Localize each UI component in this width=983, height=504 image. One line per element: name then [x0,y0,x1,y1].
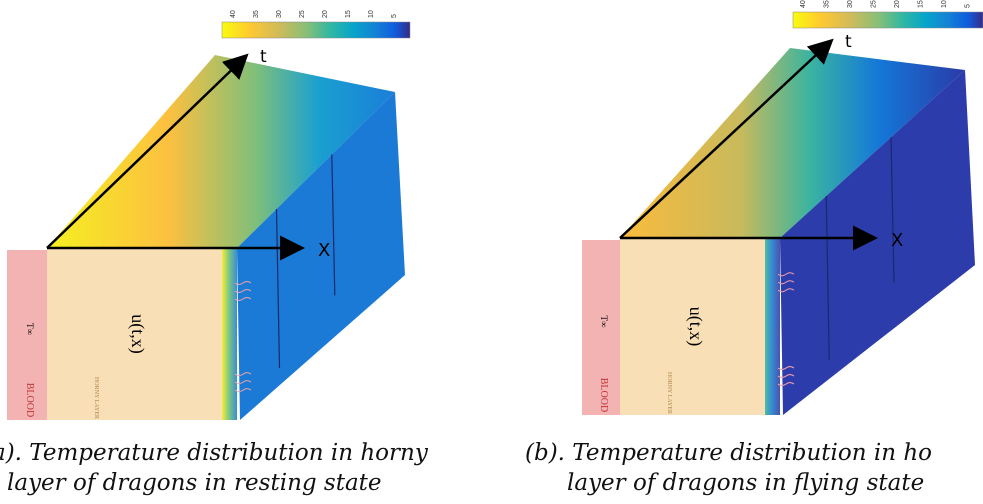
t-inf-label: T∞ [599,316,609,328]
colorbar [793,12,983,28]
caption-line: (b). Temperature distribution in ho [525,440,932,466]
t-label: t [845,32,852,52]
colorbar-tick-label: 10 [368,10,375,18]
boundary-strip [765,238,780,415]
x-label: X [891,230,903,251]
colorbar-tick-label: 35 [823,0,830,8]
t-label: t [260,47,267,67]
colorbar-tick-label: 5 [964,4,971,8]
boundary-strip [222,248,237,420]
caption-line: a). Temperature distribution in horny [0,440,429,466]
blood-label: BLOOD [24,383,35,417]
colorbar-tick-label: 15 [345,10,352,18]
figure: 40 35 30 25 20 15 10 5 t Xu(t,x) T∞ BLOOD HORNY LAYE… [0,0,983,504]
caption-line: layer of dragons in resting state [7,470,382,496]
horny-layer-label: HORNY LAYER [93,377,99,419]
caption-line: layer of dragons in flying state [567,470,924,496]
panel: 40 35 30 25 20 15 10 5 t Xu(t,x) T∞ BLOOD HORNY LAYE… [525,0,983,496]
colorbar-tick-label: 20 [894,0,901,8]
t-inf-label: T∞ [25,323,35,335]
panel: 40 35 30 25 20 15 10 5 t Xu(t,x) T∞ BLOOD HORNY LAYE… [0,10,429,496]
blood-label: BLOOD [598,378,609,412]
colorbar-tick-label: 10 [941,0,948,8]
x-label: X [318,240,330,261]
colorbar [222,22,410,38]
u-label: u(t,x) [127,314,148,354]
colorbar-tick-label: 40 [800,0,807,8]
colorbar-tick-label: 30 [276,10,283,18]
colorbar-tick-label: 15 [917,0,924,8]
colorbar-tick-label: 30 [847,0,854,8]
u-label: u(t,x) [685,307,706,347]
colorbar-tick-label: 35 [253,10,260,18]
colorbar-tick-label: 40 [230,10,237,18]
colorbar-tick-label: 20 [322,10,329,18]
colorbar-tick-label: 25 [870,0,877,8]
colorbar-tick-label: 25 [299,10,306,18]
colorbar-tick-label: 5 [391,14,398,18]
horny-layer-label: HORNY LAYER [666,372,672,414]
